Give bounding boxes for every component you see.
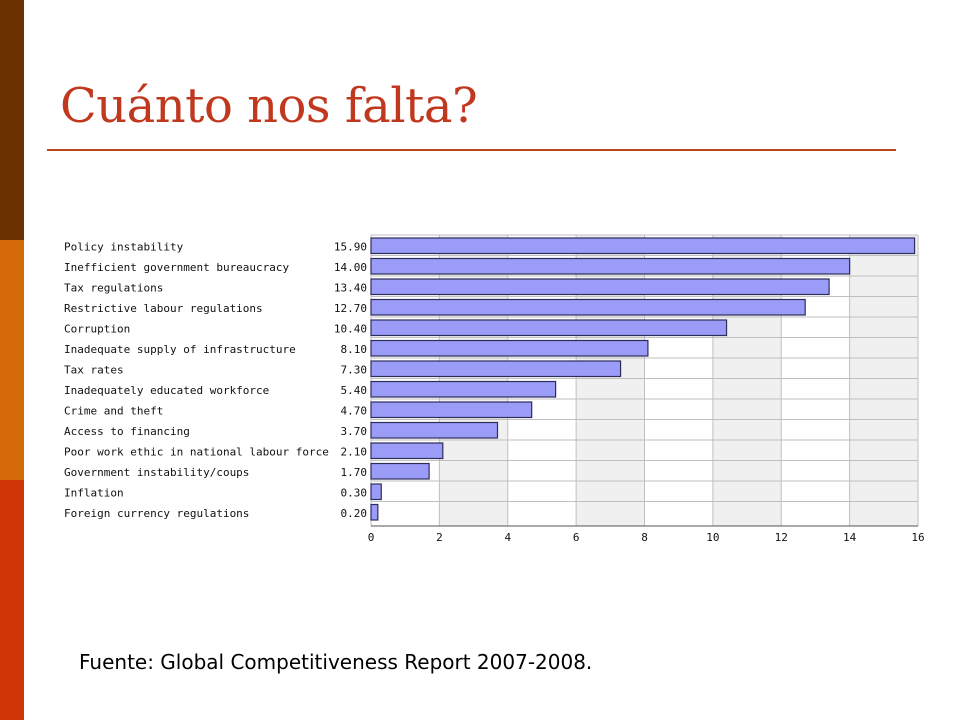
- category-label: Corruption: [64, 322, 130, 335]
- value-label: 8.10: [341, 343, 368, 356]
- bar: [370, 298, 806, 316]
- bar: [370, 503, 379, 521]
- category-label: Tax rates: [64, 363, 124, 376]
- x-tick-label: 0: [368, 531, 375, 544]
- value-label: 1.70: [341, 466, 368, 479]
- bar-chart: Policy instability 15.90 Inefficient gover…: [64, 234, 925, 544]
- x-tick-label: 14: [843, 531, 857, 544]
- category-label: Inflation: [64, 486, 124, 499]
- category-label: Restrictive labour regulations: [64, 302, 263, 315]
- bar: [370, 421, 499, 439]
- value-label: 7.30: [341, 363, 368, 376]
- title-underline: [47, 149, 896, 151]
- x-tick-label: 12: [775, 531, 788, 544]
- plot-band: [849, 235, 918, 526]
- x-tick-label: 6: [573, 531, 580, 544]
- x-tick-label: 4: [504, 531, 511, 544]
- slide-title: Cuánto nos falta?: [60, 78, 478, 134]
- category-label: Foreign currency regulations: [64, 507, 249, 520]
- bar: [370, 257, 851, 275]
- value-label: 5.40: [341, 384, 368, 397]
- category-label: Tax regulations: [64, 281, 163, 294]
- sidebar-stripe-top: [0, 0, 24, 240]
- bar: [370, 442, 444, 460]
- category-label: Government instability/coups: [64, 466, 249, 479]
- value-label: 0.20: [341, 507, 368, 520]
- x-tick-label: 16: [911, 531, 924, 544]
- x-tick-label: 2: [436, 531, 443, 544]
- bar: [370, 360, 622, 378]
- value-label: 12.70: [334, 302, 367, 315]
- bar: [370, 483, 382, 501]
- value-label: 10.40: [334, 322, 367, 335]
- bar: [370, 380, 557, 398]
- category-label: Inefficient government bureaucracy: [64, 261, 290, 274]
- value-label: 13.40: [334, 281, 367, 294]
- source-note: Fuente: Global Competitiveness Report 20…: [79, 650, 593, 674]
- value-label: 4.70: [341, 404, 368, 417]
- value-label: 0.30: [341, 486, 368, 499]
- x-tick-label: 10: [706, 531, 719, 544]
- bar: [370, 237, 916, 255]
- value-label: 2.10: [341, 445, 368, 458]
- category-label: Policy instability: [64, 240, 184, 253]
- value-label: 14.00: [334, 261, 367, 274]
- value-label: 15.90: [334, 240, 367, 253]
- category-label: Poor work ethic in national labour force: [64, 445, 329, 458]
- bar: [370, 319, 728, 337]
- sidebar-stripe-middle: [0, 240, 24, 480]
- category-label: Access to financing: [64, 425, 190, 438]
- category-label: Inadequately educated workforce: [64, 384, 269, 397]
- x-tick-label: 8: [641, 531, 648, 544]
- value-label: 3.70: [341, 425, 368, 438]
- sidebar-stripe-bottom: [0, 480, 24, 720]
- bar: [370, 278, 830, 296]
- bar: [370, 339, 649, 357]
- category-label: Inadequate supply of infrastructure: [64, 343, 296, 356]
- category-label: Crime and theft: [64, 404, 163, 417]
- bar: [370, 462, 430, 480]
- bar: [370, 401, 533, 419]
